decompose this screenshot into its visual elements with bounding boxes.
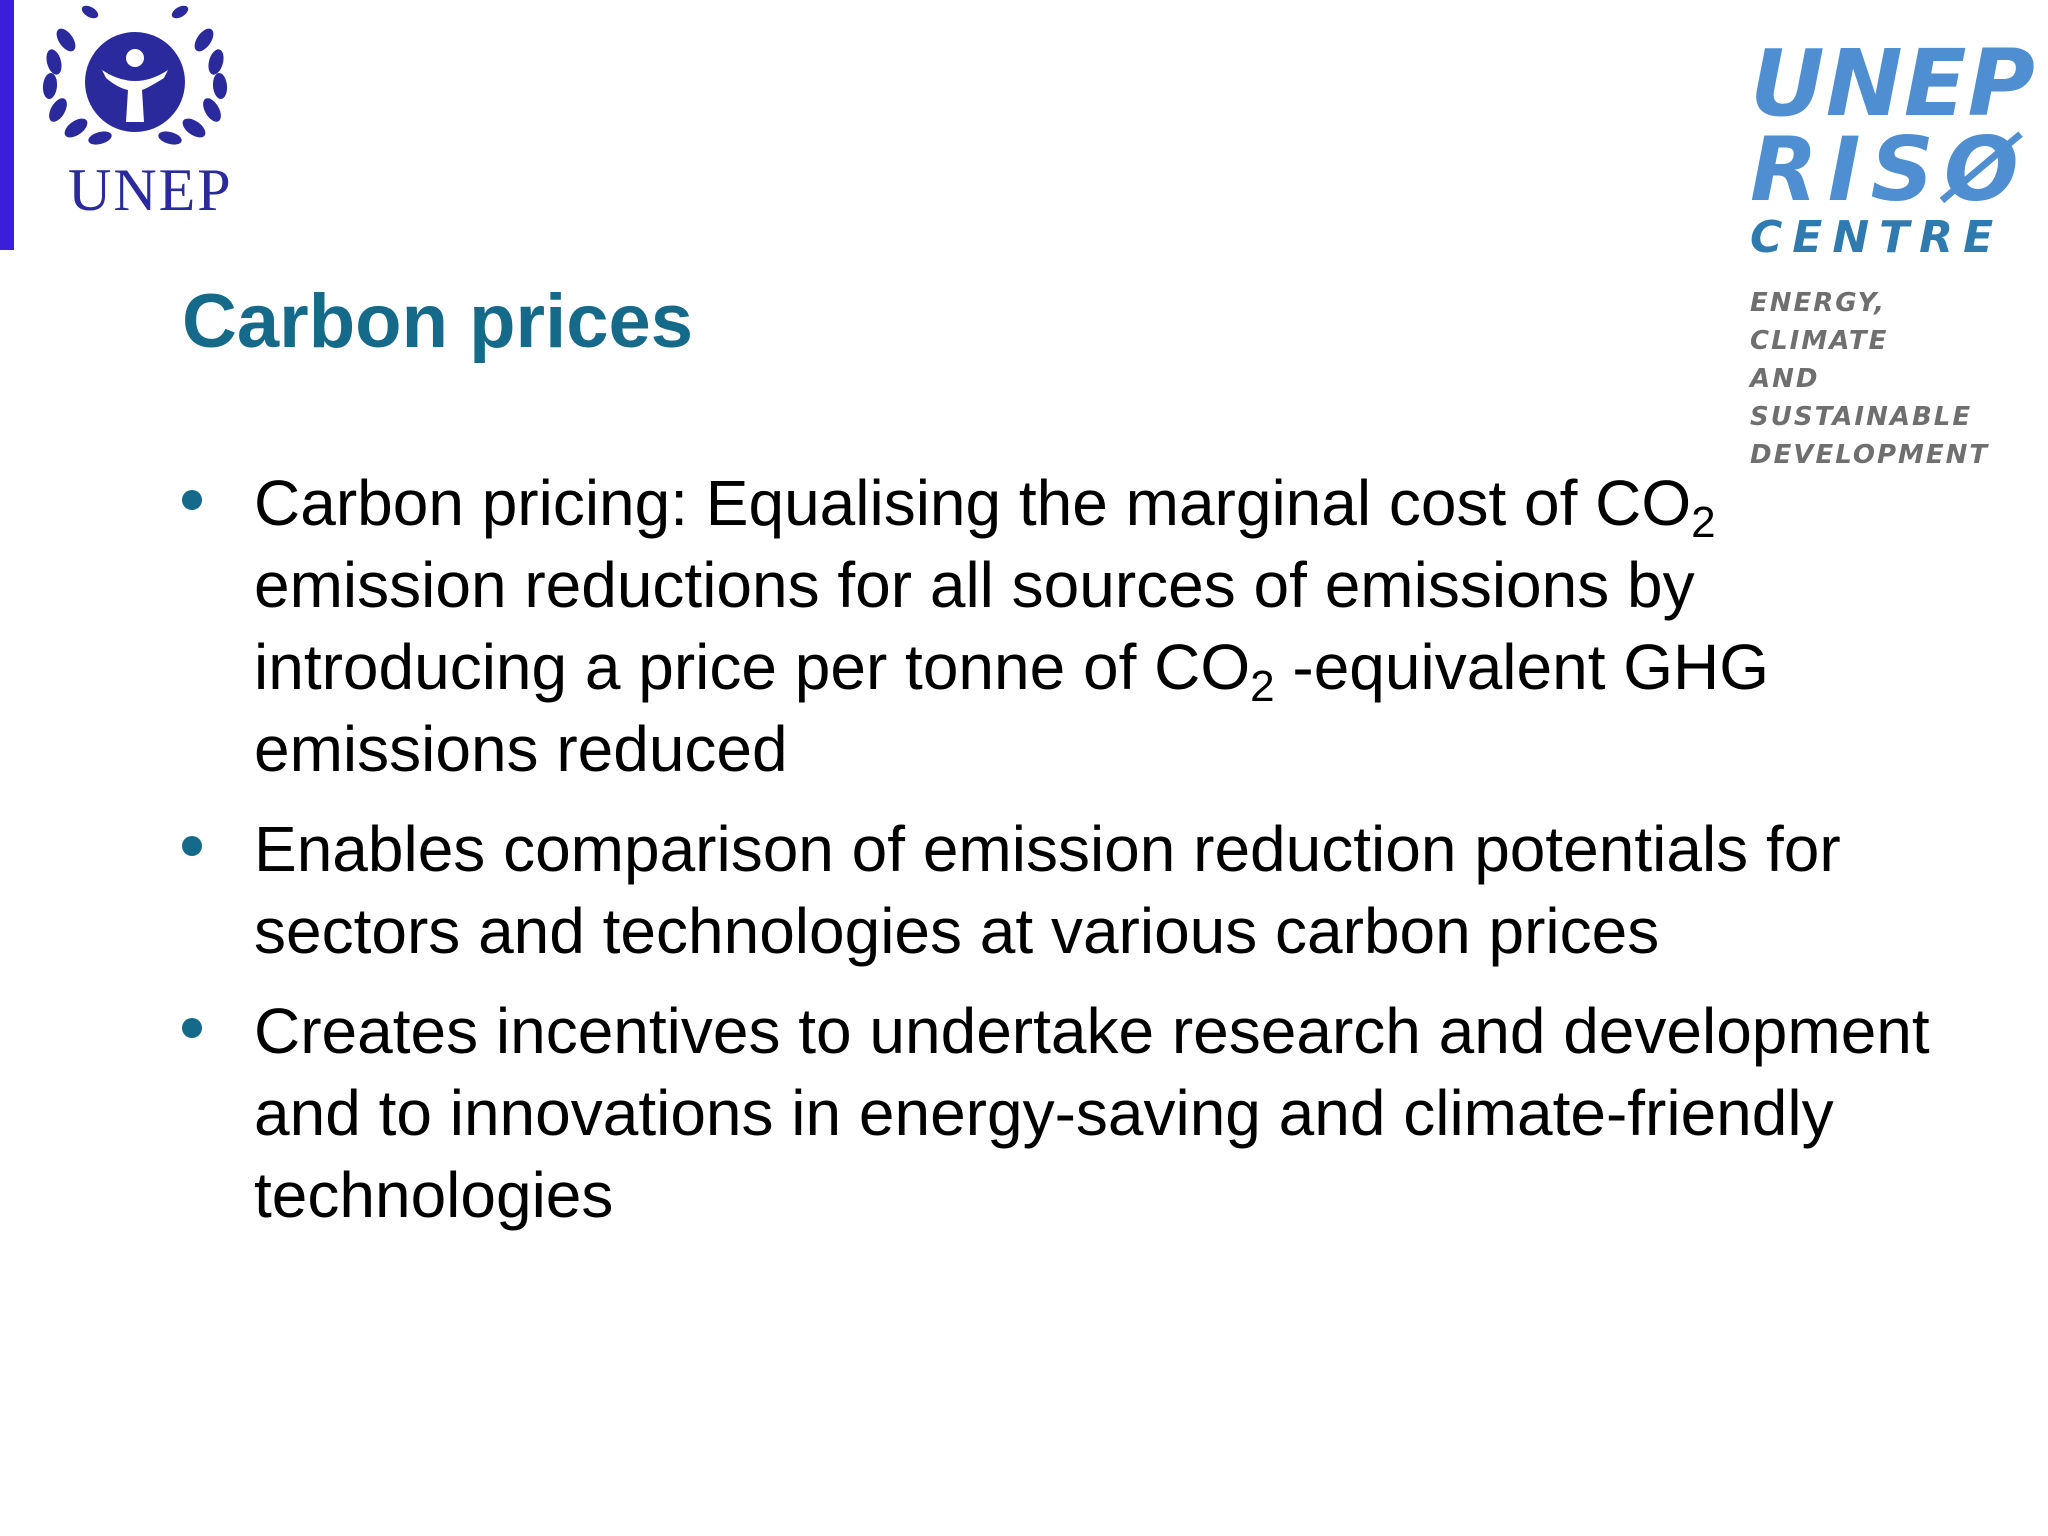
- partner-logo-tagline-line: ENERGY, CLIMATE: [1750, 288, 1889, 356]
- bullet-list: Carbon pricing: Equalising the marginal …: [180, 462, 1940, 1254]
- partner-logo-line-centre: CENTRE: [1750, 212, 2004, 263]
- bullet-text-segment: Carbon pricing: Equalising the marginal …: [254, 467, 1692, 539]
- bullet-text-segment: emission reductions for all sources of e…: [254, 549, 1695, 703]
- unep-logo: UNEP: [30, 0, 240, 230]
- partner-logo-tagline-line: AND SUSTAINABLE: [1750, 364, 1973, 432]
- bullet-dot-icon: [182, 1018, 202, 1038]
- bullet-dot-icon: [182, 490, 202, 510]
- bullet-text: Creates incentives to undertake research…: [254, 995, 1930, 1231]
- partner-logo-tagline: ENERGY, CLIMATE AND SUSTAINABLE DEVELOPM…: [1750, 284, 2030, 474]
- subscript: 2: [1250, 662, 1275, 711]
- unep-emblem-icon: [42, 5, 228, 145]
- slide-title: Carbon prices: [182, 279, 694, 364]
- partner-logo-line-unep: UNEP: [1750, 30, 2036, 137]
- left-accent-bar: [0, 0, 14, 250]
- bullet-text-segment: -equivalent GHG emissions reduced: [254, 631, 1770, 785]
- bullet-dot-icon: [182, 836, 202, 856]
- bullet-text: Carbon pricing: Equalising the marginal …: [254, 467, 1769, 785]
- partner-logo-line-riso: RISØ: [1750, 118, 2029, 221]
- bullet-item: Enables comparison of emission reduction…: [180, 808, 1940, 972]
- unep-riso-centre-logo: UNEP RISØ CENTRE ENERGY, CLIMATE AND SUS…: [1750, 30, 2036, 471]
- partner-logo-tagline-line: DEVELOPMENT: [1750, 440, 1990, 470]
- unep-wordmark: UNEP: [68, 157, 233, 223]
- bullet-item: Carbon pricing: Equalising the marginal …: [180, 462, 1940, 790]
- bullet-item: Creates incentives to undertake research…: [180, 990, 1940, 1236]
- subscript: 2: [1691, 498, 1716, 547]
- bullet-text: Enables comparison of emission reduction…: [254, 813, 1841, 967]
